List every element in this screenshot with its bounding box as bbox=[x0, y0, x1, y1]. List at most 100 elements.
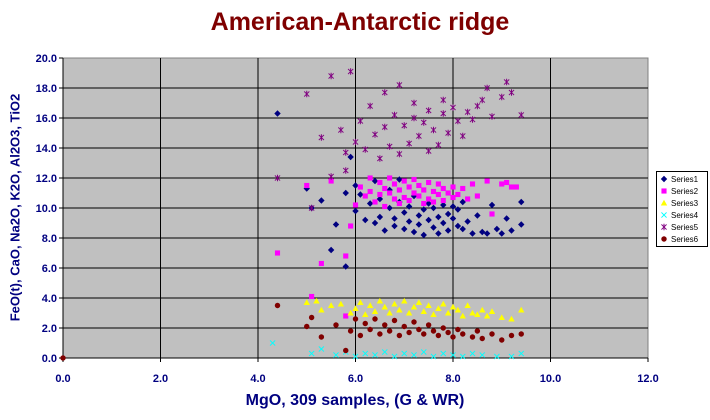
data-point bbox=[308, 350, 315, 357]
data-point bbox=[308, 314, 315, 321]
data-point bbox=[352, 207, 359, 215]
data-point bbox=[376, 195, 384, 203]
data-point bbox=[454, 306, 462, 313]
data-point bbox=[469, 230, 476, 237]
data-point bbox=[425, 216, 432, 224]
data-point bbox=[479, 335, 485, 342]
legend-label: Series6 bbox=[671, 234, 699, 244]
data-point bbox=[411, 114, 417, 122]
legend-item-series6: Series6 bbox=[659, 233, 707, 245]
data-point bbox=[387, 175, 393, 181]
x-tick-label: 8.0 bbox=[445, 373, 460, 385]
data-point bbox=[60, 355, 66, 361]
data-point bbox=[450, 194, 456, 201]
data-point bbox=[449, 203, 457, 210]
legend-marker-icon bbox=[660, 199, 668, 206]
data-point bbox=[318, 197, 325, 204]
data-point bbox=[460, 331, 466, 337]
data-point bbox=[318, 134, 325, 141]
data-point bbox=[430, 204, 437, 212]
data-point bbox=[386, 328, 393, 334]
data-point bbox=[425, 322, 432, 328]
data-point bbox=[426, 179, 432, 186]
data-point bbox=[352, 353, 359, 360]
data-point bbox=[401, 225, 408, 233]
data-point bbox=[479, 352, 486, 358]
x-tick-label: 4.0 bbox=[250, 373, 265, 385]
data-point bbox=[435, 332, 442, 339]
data-point bbox=[454, 222, 462, 230]
data-point bbox=[328, 72, 335, 80]
data-point bbox=[337, 300, 345, 307]
data-point bbox=[430, 224, 437, 231]
data-point bbox=[445, 329, 451, 336]
data-point bbox=[333, 352, 339, 358]
legend-marker-icon bbox=[660, 175, 668, 183]
data-point bbox=[425, 147, 432, 155]
data-point bbox=[362, 193, 368, 199]
data-point bbox=[420, 308, 427, 315]
data-point bbox=[352, 138, 359, 146]
data-point bbox=[430, 311, 437, 318]
data-point bbox=[421, 331, 427, 337]
data-point bbox=[274, 302, 281, 309]
data-point bbox=[352, 305, 359, 312]
legend-marker-icon bbox=[661, 188, 667, 194]
data-point bbox=[518, 306, 525, 313]
data-point bbox=[352, 182, 359, 189]
data-point bbox=[474, 328, 481, 334]
data-point bbox=[381, 123, 388, 131]
data-point bbox=[459, 132, 466, 140]
data-point bbox=[518, 111, 525, 119]
data-point bbox=[381, 89, 388, 96]
data-point bbox=[465, 196, 471, 202]
data-point bbox=[440, 197, 446, 204]
x-tick-label: 12.0 bbox=[637, 373, 658, 385]
legend-label: Series1 bbox=[671, 174, 699, 184]
y-tick-label: 4.0 bbox=[42, 293, 57, 305]
data-point bbox=[459, 353, 466, 360]
data-point bbox=[396, 306, 403, 313]
data-point bbox=[342, 189, 349, 197]
data-point bbox=[386, 143, 393, 150]
y-tick-label: 6.0 bbox=[42, 263, 57, 275]
data-point bbox=[357, 117, 364, 125]
legend-marker bbox=[661, 223, 667, 231]
data-point bbox=[440, 219, 447, 227]
data-point bbox=[396, 81, 403, 89]
data-point bbox=[411, 190, 417, 196]
y-tick-label: 12.0 bbox=[36, 173, 57, 185]
x-tick-label: 10.0 bbox=[540, 373, 561, 385]
data-point bbox=[469, 116, 476, 123]
legend-marker bbox=[661, 236, 667, 242]
data-point bbox=[459, 198, 466, 206]
data-point bbox=[508, 315, 515, 322]
data-point bbox=[372, 352, 378, 358]
data-point bbox=[518, 221, 525, 228]
data-point bbox=[440, 350, 447, 357]
data-point bbox=[387, 190, 393, 196]
data-point bbox=[454, 206, 462, 213]
data-point bbox=[401, 194, 407, 201]
legend-label: Series2 bbox=[671, 186, 699, 196]
legend-item-series3: Series3 bbox=[659, 197, 707, 209]
data-point bbox=[371, 219, 379, 227]
y-tick-label: 0.0 bbox=[42, 353, 57, 365]
data-point bbox=[381, 349, 388, 355]
series-2 bbox=[274, 175, 519, 319]
data-point bbox=[410, 228, 418, 236]
data-point bbox=[357, 332, 364, 339]
data-point bbox=[401, 323, 407, 330]
legend: Series1 Series2 Series3 Series4 Series5 Serie… bbox=[656, 171, 708, 247]
data-point bbox=[440, 96, 447, 104]
data-point bbox=[503, 78, 510, 86]
legend-item-series1: Series1 bbox=[659, 173, 707, 185]
data-point bbox=[347, 153, 354, 161]
data-point bbox=[269, 340, 276, 346]
data-point bbox=[498, 314, 505, 321]
data-point bbox=[469, 181, 476, 187]
data-point bbox=[474, 102, 481, 110]
data-point bbox=[381, 303, 388, 310]
data-point bbox=[513, 184, 519, 190]
legend-marker bbox=[660, 175, 668, 183]
